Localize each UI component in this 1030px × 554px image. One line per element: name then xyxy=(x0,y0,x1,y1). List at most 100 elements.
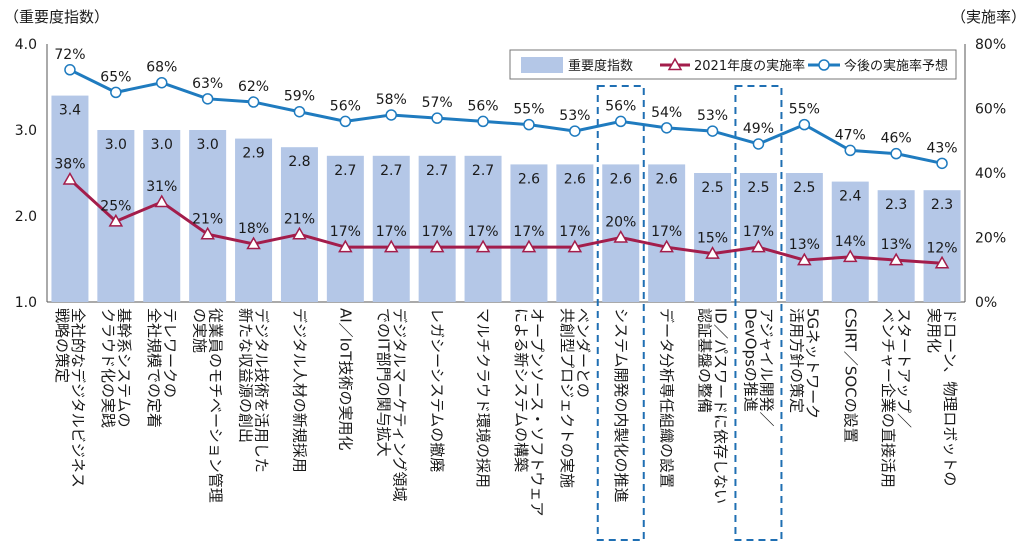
legend: 重要度指数 2021年度の実施率 今後の実施率予想 xyxy=(509,49,957,80)
rate-2021-label: 17% xyxy=(559,224,590,240)
legend-2021-marker xyxy=(667,57,683,71)
future-rate-marker xyxy=(660,122,673,134)
category-label-line: テレワークの xyxy=(161,308,179,398)
rate-2021-label: 17% xyxy=(422,224,453,240)
future-rate-label: 55% xyxy=(513,102,544,118)
future-rate-label: 63% xyxy=(192,76,223,92)
rate-2021-label: 25% xyxy=(100,198,131,214)
future-rate-label: 56% xyxy=(330,98,361,114)
rate-2021-marker xyxy=(475,239,491,253)
category-label-line: 活用方針の策定 xyxy=(787,308,805,413)
future-rate-label: 47% xyxy=(835,127,866,143)
rate-2021-marker xyxy=(292,226,307,240)
future-rate-label: 49% xyxy=(743,121,774,137)
future-rate-marker xyxy=(64,64,76,76)
left-tick-label: 4.0 xyxy=(15,37,37,53)
future-rate-marker xyxy=(431,112,443,124)
future-rate-marker xyxy=(890,147,902,160)
left-tick-label: 2.0 xyxy=(15,209,37,225)
future-rate-marker xyxy=(339,115,352,128)
future-rate-marker xyxy=(569,125,581,137)
category-label-line: 基幹系システムの xyxy=(115,308,133,428)
category-label-line: ID／パスワードに依存しない xyxy=(712,308,730,504)
rate-2021-label: 17% xyxy=(651,224,682,240)
future-rate-marker xyxy=(844,144,856,157)
future-rate-marker xyxy=(156,76,168,89)
importance-label: 2.4 xyxy=(839,189,861,205)
rate-2021-marker xyxy=(842,249,858,263)
left-tick-label: 3.0 xyxy=(15,123,37,139)
rate-2021-label: 14% xyxy=(835,234,866,250)
rate-2021-marker xyxy=(521,239,537,253)
future-rate-label: 65% xyxy=(100,69,131,85)
importance-bar xyxy=(785,173,823,302)
category-label-line: システム開発の内製化の推進 xyxy=(612,308,630,503)
importance-label: 2.6 xyxy=(518,171,540,187)
future-rate-label: 59% xyxy=(284,89,315,105)
importance-label: 3.0 xyxy=(197,137,219,153)
future-rate-label: 58% xyxy=(376,92,407,108)
legend-future-marker xyxy=(818,59,830,71)
importance-bar xyxy=(556,164,594,302)
rate-2021-line xyxy=(68,178,943,265)
importance-bar xyxy=(510,164,548,302)
line-series xyxy=(62,64,950,269)
left-tick-label: 1.0 xyxy=(15,295,37,311)
importance-label: 2.7 xyxy=(334,163,356,179)
category-label-line: データ分析専任組織の設置 xyxy=(658,308,676,488)
legend-bar-label: 重要度指数 xyxy=(568,58,633,74)
rate-2021-label: 12% xyxy=(926,240,957,256)
rate-2021-label: 17% xyxy=(513,224,544,240)
category-label: アジャイル開発／DevOpsの推進 xyxy=(741,308,775,427)
category-label-line: 新たな収益源の創出 xyxy=(237,308,255,443)
future-rate-label: 53% xyxy=(697,108,728,124)
importance-label: 2.8 xyxy=(288,154,310,170)
future-rate-label: 62% xyxy=(238,79,269,95)
future-rate-marker xyxy=(247,96,260,108)
category-label-line: デジタルマーケティング領域 xyxy=(390,308,408,502)
category-label-line: 全社規模での定着 xyxy=(145,308,163,428)
importance-bar xyxy=(143,130,181,302)
rate-2021-marker xyxy=(246,236,261,250)
category-label-line: 共創型プロジェクトの実施 xyxy=(558,308,576,488)
legend-bar-swatch xyxy=(521,57,563,73)
category-label-line: 従業員のモチベーション管理 xyxy=(207,308,225,503)
rate-2021-label: 13% xyxy=(789,237,820,253)
rate-2021-label: 17% xyxy=(330,224,361,240)
category-label-line: クラウド化の実践 xyxy=(99,308,117,428)
category-label-line: 認証基盤の整備 xyxy=(696,308,714,413)
future-rate-marker xyxy=(523,118,535,131)
importance-label: 2.6 xyxy=(610,171,632,187)
right-tick-label: 60% xyxy=(975,102,1006,118)
category-label: レガシーシステムの撤廃 xyxy=(428,308,446,472)
future-rate-label: 55% xyxy=(789,102,820,118)
category-label-line: でのIT部門の関与拡大 xyxy=(374,308,392,457)
data-labels: 3.4 3.0 3.0 3.0 2.9 2.8 2.7 2.7 2.7 2.7 2.6 2.6 2.6 2… xyxy=(54,47,957,256)
future-rate-label: 56% xyxy=(605,98,636,114)
importance-bar xyxy=(280,147,318,302)
future-rate-line xyxy=(69,68,943,165)
future-rate-label: 72% xyxy=(54,47,85,63)
rate-2021-label: 13% xyxy=(881,237,912,253)
rate-2021-label: 17% xyxy=(376,224,407,240)
category-label-line: 全社的なデジタルビジネス xyxy=(69,308,87,488)
future-rate-label: 54% xyxy=(651,105,682,121)
importance-bar xyxy=(235,138,273,302)
rate-2021-marker xyxy=(797,252,812,266)
future-rate-label: 53% xyxy=(559,108,590,124)
highlight-boxes xyxy=(596,85,783,541)
left-axis-title: （重要度指数） xyxy=(4,8,109,26)
importance-label: 2.7 xyxy=(472,163,494,179)
importance-label: 3.0 xyxy=(105,137,127,153)
importance-bar xyxy=(51,95,89,302)
bar-series xyxy=(51,95,961,302)
future-rate-marker xyxy=(201,93,214,105)
future-rate-marker xyxy=(385,109,397,121)
future-rate-marker xyxy=(615,115,627,128)
highlight-box xyxy=(596,85,645,541)
